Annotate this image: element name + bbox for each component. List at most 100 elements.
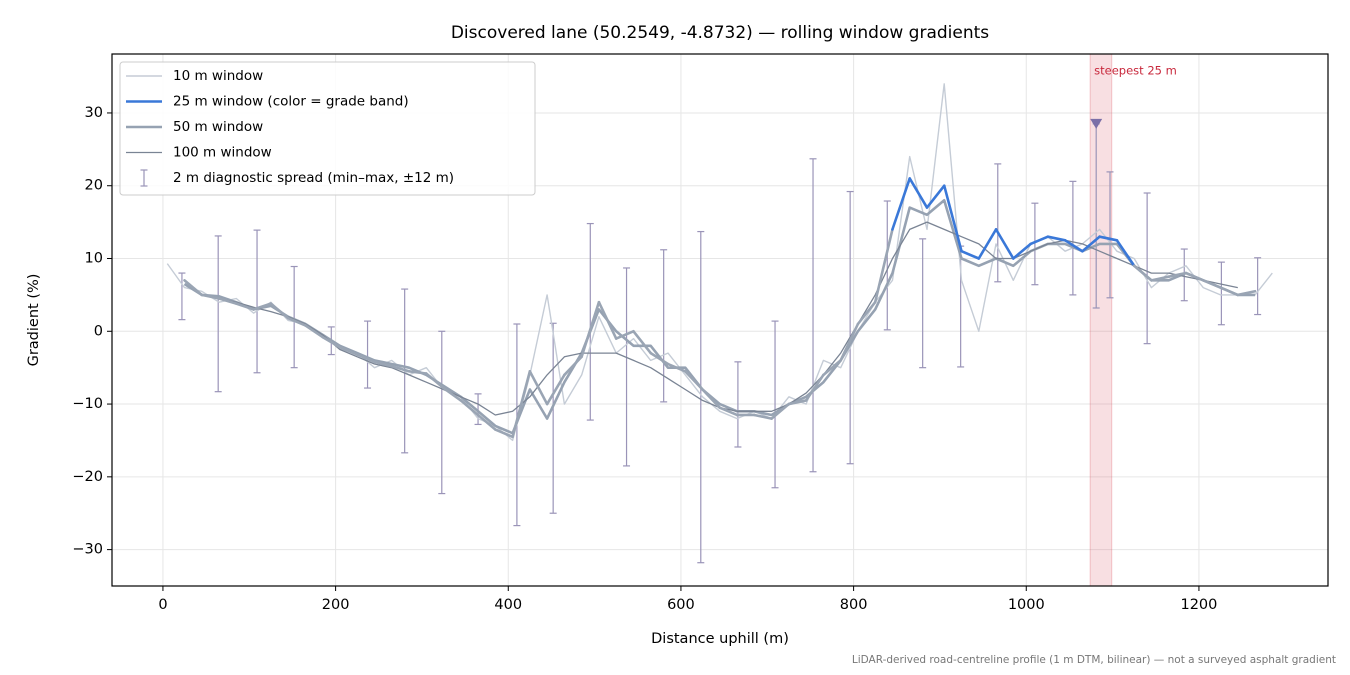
line-segment [528, 370, 549, 406]
line-segment [856, 300, 877, 326]
x-tick-label: 400 [494, 597, 522, 613]
y-tick-label: −20 [72, 469, 103, 485]
line-segment [1046, 235, 1067, 242]
line-segment [908, 177, 929, 209]
line-segment [424, 372, 445, 390]
line-segment [701, 388, 722, 409]
error-bar [1069, 180, 1077, 296]
legend-label: 50 m window [173, 119, 263, 135]
line-segment [217, 297, 238, 305]
line-segment [891, 177, 912, 231]
line-segment [1098, 235, 1119, 242]
x-tick-label: 200 [322, 597, 350, 613]
error-bar [919, 238, 927, 369]
x-tick-label: 0 [158, 597, 167, 613]
legend-box [119, 61, 536, 196]
error-bar [1254, 257, 1262, 316]
error-bar [883, 200, 891, 331]
line-segment [1132, 264, 1153, 282]
error-bar [1031, 202, 1039, 286]
error-bar [290, 265, 298, 369]
line-segment [373, 360, 394, 368]
line-segment [597, 300, 618, 340]
line-segment [839, 322, 860, 362]
line-segment [563, 355, 583, 377]
steepest-marker [1090, 118, 1103, 129]
line-segment [1219, 286, 1240, 297]
line-segment [269, 302, 290, 320]
y-tick-label: 30 [85, 105, 103, 121]
error-bar [253, 229, 261, 374]
line-segment [1236, 289, 1257, 297]
line-segment [511, 370, 532, 439]
highlight-span [1089, 53, 1113, 587]
y-tick-label: −30 [72, 542, 103, 558]
line-segment [718, 406, 739, 417]
line-segment [753, 413, 773, 420]
y-tick-label: 0 [94, 323, 103, 339]
x-axis-label: Distance uphill (m) [651, 631, 789, 647]
line-segment [649, 351, 670, 366]
line-segment [1063, 239, 1084, 253]
line-segment [666, 362, 687, 373]
line-segment [942, 184, 963, 253]
error-bar [364, 320, 372, 389]
line-segment [252, 302, 273, 311]
error-bar [846, 190, 854, 465]
line-segment [183, 279, 204, 297]
x-tick-label: 1200 [1180, 597, 1217, 613]
error-bar [1106, 171, 1114, 299]
line-segment [1184, 271, 1205, 282]
line-segment [442, 386, 463, 402]
line-segment [960, 249, 981, 260]
line-segment [1167, 271, 1188, 278]
error-bar [771, 320, 779, 489]
line-segment [304, 324, 324, 339]
x-tick-label: 800 [840, 597, 868, 613]
line-segment [804, 373, 825, 402]
error-bar [994, 163, 1002, 283]
chart-title: Discovered lane (50.2549, -4.8732) — rol… [451, 23, 989, 43]
error-bar [697, 230, 705, 564]
error-bar [734, 361, 742, 448]
line-segment [494, 428, 514, 439]
legend-label: 100 m window [173, 145, 272, 161]
line-segment [1012, 242, 1032, 260]
line-segment [977, 228, 998, 260]
line-segment [338, 345, 359, 356]
error-bar [474, 393, 482, 426]
line-segment [407, 370, 428, 375]
line-segment [683, 370, 704, 391]
line-segment [580, 300, 601, 359]
line-segment [822, 359, 842, 377]
legend-label: 25 m window (color = grade band) [173, 94, 409, 110]
line-segment [873, 228, 894, 304]
line-segment [1201, 279, 1222, 289]
line-segment [459, 399, 480, 417]
line-segment [1029, 235, 1050, 246]
highlight-label: steepest 25 m [1094, 64, 1177, 78]
y-axis-label: Gradient (%) [26, 274, 42, 367]
x-tick-label: 600 [667, 597, 695, 613]
error-bar [178, 272, 186, 321]
line-segment [632, 329, 653, 355]
line-segment [1150, 275, 1171, 282]
error-bar [438, 330, 446, 495]
x-tick-label: 1000 [1008, 597, 1045, 613]
line-segment [1115, 239, 1136, 268]
line-segment [994, 228, 1015, 260]
legend-label: 10 m window [173, 68, 263, 84]
line-segment [476, 413, 497, 431]
line-segment [390, 364, 411, 373]
error-bar [1217, 261, 1225, 326]
line-segment [545, 373, 566, 406]
error-bar [549, 322, 557, 514]
plot-frame [111, 53, 1329, 587]
error-bar [809, 158, 817, 473]
line-segment [286, 316, 307, 327]
error-bar [214, 235, 222, 393]
y-tick-label: −10 [72, 396, 103, 412]
line-segment [321, 335, 342, 349]
line-segment [200, 293, 221, 300]
